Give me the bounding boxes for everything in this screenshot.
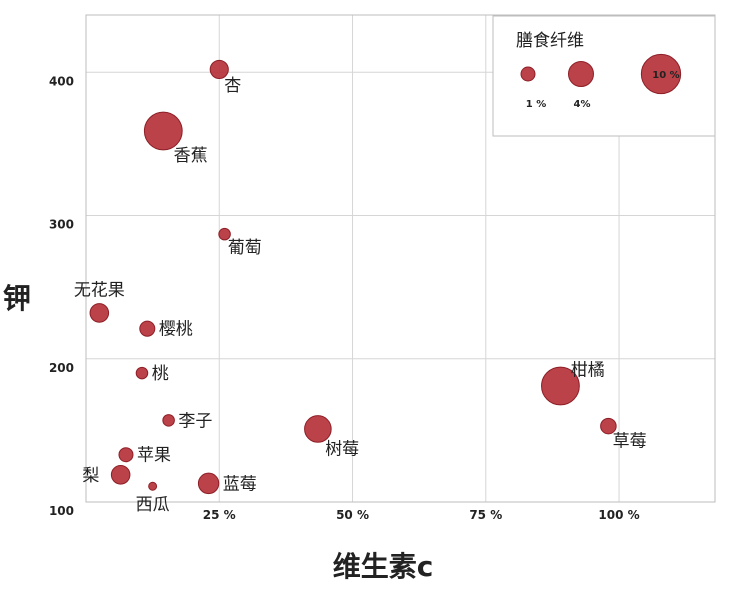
legend-bubble	[640, 53, 682, 95]
bubble-label: 树莓	[325, 439, 359, 459]
bubble-label: 樱桃	[159, 320, 193, 340]
x-tick-label: 25 %	[203, 508, 236, 522]
bubble	[143, 111, 183, 151]
bubble	[541, 366, 580, 406]
bubble	[209, 59, 229, 80]
legend-bubble	[520, 66, 536, 82]
bubble-label: 西瓜	[136, 495, 170, 515]
bubble-label: 桃	[152, 364, 169, 384]
bubble	[89, 303, 110, 323]
bubble-label: 杏	[224, 76, 241, 96]
x-tick-label: 50 %	[336, 508, 369, 522]
bubble	[139, 320, 156, 337]
bubble	[148, 481, 158, 491]
bubbles	[89, 59, 617, 495]
legend-size-label: 10 %	[652, 70, 679, 81]
x-axis-title: 维生素c	[333, 550, 434, 583]
bubble-label: 柑橘	[571, 361, 605, 381]
y-axis-title: 钾	[3, 282, 31, 315]
x-tick-label: 100 %	[598, 508, 639, 522]
bubble-label: 香蕉	[174, 146, 208, 166]
bubble	[110, 465, 131, 485]
legend-size-label: 4%	[574, 99, 591, 110]
legend-size-label: 1 %	[526, 99, 546, 110]
bubble	[162, 414, 175, 427]
bubble	[218, 227, 231, 241]
y-tick-label: 200	[49, 361, 74, 375]
plot-frame	[85, 14, 716, 503]
grid-lines	[86, 15, 715, 503]
bubble-label: 草莓	[613, 432, 647, 452]
bubble	[135, 366, 149, 380]
bubble	[600, 417, 617, 435]
bubble-label: 李子	[178, 411, 212, 431]
bubble	[197, 472, 220, 495]
bubble-label: 蓝莓	[223, 474, 257, 494]
legend-title: 膳食纤维	[516, 31, 584, 51]
bubble-label: 葡萄	[228, 238, 262, 258]
y-tick-label: 400	[49, 74, 74, 88]
bubble	[118, 447, 134, 463]
legend-bubble	[568, 61, 594, 87]
y-tick-label: 300	[49, 218, 74, 232]
bubble	[304, 415, 332, 443]
x-tick-labels: 25 % 50 % 75 % 100 %	[203, 508, 640, 522]
bubble-label: 无花果	[74, 281, 125, 301]
bubble-label: 梨	[82, 466, 99, 486]
size-legend: 膳食纤维 1 % 4% 10 %	[492, 15, 716, 137]
bubble-label: 苹果	[137, 446, 171, 466]
y-tick-labels: 100 200 300 400	[49, 74, 74, 518]
y-tick-label: 100	[49, 504, 74, 518]
x-tick-label: 75 %	[469, 508, 502, 522]
